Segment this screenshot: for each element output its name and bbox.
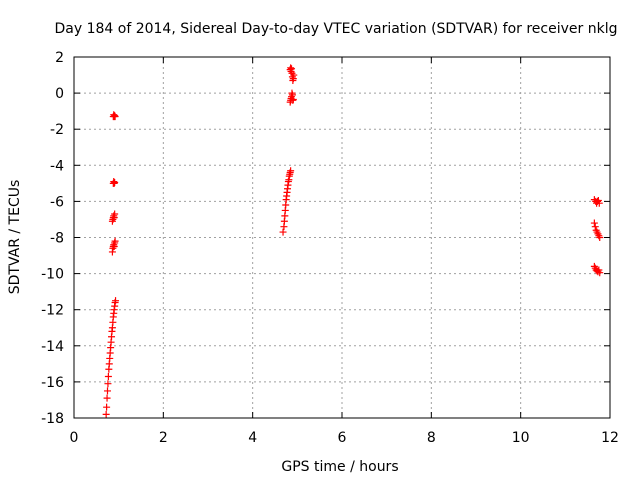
data-point [111, 210, 119, 218]
data-points [102, 64, 604, 418]
data-point [591, 223, 599, 231]
chart-title: Day 184 of 2014, Sidereal Day-to-day VTE… [55, 21, 618, 37]
x-axis-label: GPS time / hours [281, 459, 398, 475]
y-tick-label: -6 [50, 194, 64, 210]
y-tick-label: 0 [55, 86, 64, 102]
gridlines [74, 57, 610, 418]
x-tick-label: 8 [427, 430, 436, 446]
y-tick-label: 2 [55, 50, 64, 66]
y-tick-label: -4 [50, 158, 64, 174]
y-axis-label: SDTVAR / TECUs [7, 180, 23, 295]
data-point [111, 237, 119, 245]
y-tick-label: -8 [50, 231, 64, 247]
data-point [112, 297, 120, 305]
data-point [104, 387, 111, 395]
data-point [279, 228, 287, 236]
data-point [103, 403, 111, 411]
x-tick-label: 2 [159, 430, 168, 446]
x-tick-label: 6 [338, 430, 347, 446]
plot-frame [73, 56, 611, 419]
y-tick-label: -16 [41, 375, 64, 391]
data-point [103, 394, 111, 402]
y-tick-label: -14 [41, 339, 64, 355]
y-axis-ticks: -18 -16 -14 -12 -10 -8 -6 -4 -2 0 2 [41, 50, 610, 427]
data-point [289, 95, 297, 103]
data-point [590, 219, 598, 227]
data-point [290, 71, 298, 79]
y-tick-label: -10 [41, 267, 64, 283]
x-tick-label: 0 [70, 430, 79, 446]
x-tick-label: 4 [248, 430, 257, 446]
x-tick-label: 10 [512, 430, 530, 446]
data-point [104, 380, 112, 388]
data-point [595, 199, 603, 207]
data-point [596, 234, 604, 241]
data-point [102, 410, 110, 418]
x-axis-ticks: 0 2 4 6 8 10 12 [70, 57, 619, 446]
data-point [596, 269, 604, 277]
data-point [104, 372, 112, 380]
y-tick-label: -18 [41, 411, 64, 427]
data-point [111, 113, 119, 121]
y-tick-label: -12 [41, 303, 64, 319]
x-tick-label: 12 [601, 430, 619, 446]
y-tick-label: -2 [50, 122, 64, 138]
data-point [111, 178, 119, 186]
data-point [287, 167, 295, 175]
